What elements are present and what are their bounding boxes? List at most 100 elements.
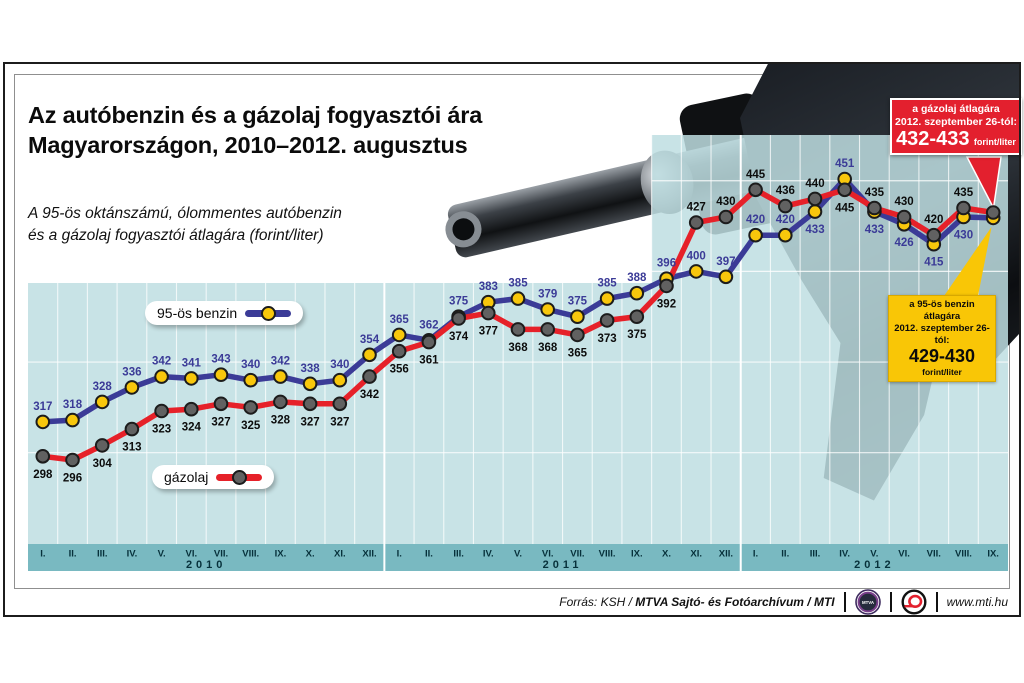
- gazolaj-value-label: 375: [627, 329, 647, 341]
- mti-logo-icon: [901, 589, 927, 615]
- month-label: VIII.: [599, 549, 616, 560]
- diesel-callout-line2: 2012. szeptember 26-tól:: [895, 116, 1017, 128]
- month-label: VII.: [570, 549, 584, 560]
- page-title: Az autóbenzin és a gázolaj fogyasztói ár…: [28, 100, 548, 160]
- gazolaj-data-point: [184, 401, 199, 417]
- source-normal: Forrás: KSH /: [559, 595, 636, 609]
- gazolaj-data-point: [778, 198, 793, 214]
- gazolaj-data-point: [273, 394, 288, 410]
- gazolaj-value-label: 327: [211, 416, 230, 428]
- gazolaj-value-label: 361: [419, 355, 439, 367]
- benzin-data-point: [154, 369, 169, 384]
- benzin-data-point: [778, 227, 793, 243]
- month-label: II.: [425, 549, 433, 560]
- benzin-value-label: 341: [182, 357, 202, 369]
- footer-divider: [935, 592, 938, 612]
- gazolaj-data-point: [926, 227, 942, 243]
- petrol-callout-value-row: 429-430 forint/liter: [890, 347, 994, 378]
- benzin-value-label: 379: [538, 289, 557, 301]
- diesel-price-callout: a gázolaj átlagára 2012. szeptember 26-t…: [890, 98, 1022, 155]
- gazolaj-data-point: [302, 396, 318, 412]
- gazolaj-value-label: 435: [865, 187, 885, 199]
- benzin-value-label: 342: [271, 356, 290, 368]
- month-label: X.: [662, 549, 671, 560]
- benzin-value-label: 433: [865, 224, 884, 236]
- gazolaj-value-label: 342: [360, 389, 379, 401]
- legend-gazolaj: gázolaj: [152, 465, 275, 489]
- gazolaj-data-point: [481, 305, 496, 321]
- gazolaj-data-point: [421, 334, 437, 350]
- gazolaj-data-point: [659, 278, 674, 294]
- source-bold: MTVA Sajtó- és Fotóarchívum / MTI: [635, 595, 835, 609]
- gazolaj-data-point: [124, 421, 140, 437]
- gazolaj-value-label: 324: [182, 422, 202, 434]
- benzin-data-point: [570, 309, 585, 325]
- benzin-value-label: 336: [122, 366, 141, 378]
- benzin-value-label: 397: [716, 256, 735, 268]
- year-label: 2010: [186, 559, 226, 571]
- diesel-callout-value-row: 432-433 forint/liter: [893, 129, 1019, 149]
- benzin-data-point: [65, 412, 80, 428]
- gazolaj-data-point: [243, 400, 258, 415]
- month-label: III.: [453, 549, 464, 560]
- subtitle-line-2: és a gázolaj fogyasztói átlagára (forint…: [28, 227, 324, 244]
- gazolaj-value-label: 430: [895, 196, 914, 208]
- benzin-data-point: [243, 372, 258, 388]
- benzin-data-point: [124, 380, 140, 395]
- month-label: I.: [40, 549, 45, 560]
- month-label: I.: [753, 549, 758, 560]
- website-url: www.mti.hu: [946, 595, 1008, 609]
- month-label: IV.: [483, 549, 494, 560]
- gazolaj-data-point: [213, 396, 229, 412]
- benzin-data-point: [807, 204, 823, 219]
- month-label: II.: [69, 549, 77, 560]
- svg-text:MTVA: MTVA: [862, 600, 875, 605]
- gazolaj-data-point: [391, 343, 407, 359]
- legend-benzin-marker: [261, 305, 277, 321]
- page-subtitle: A 95-ös oktánszámú, ólommentes autóbenzi…: [28, 203, 388, 247]
- month-label: VII.: [927, 549, 941, 560]
- legend-gazolaj-label: gázolaj: [164, 469, 209, 485]
- benzin-data-point: [273, 369, 288, 384]
- gazolaj-data-point: [362, 369, 377, 384]
- gazolaj-value-label: 436: [776, 185, 795, 197]
- benzin-value-label: 383: [479, 281, 498, 293]
- benzin-value-label: 365: [390, 314, 410, 326]
- benzin-data-point: [718, 269, 734, 285]
- benzin-data-point: [302, 376, 318, 392]
- benzin-data-point: [35, 414, 51, 430]
- month-label: III.: [97, 549, 108, 560]
- year-label: 2012: [854, 559, 894, 571]
- legend-benzin-label: 95-ös benzin: [157, 305, 238, 321]
- gazolaj-data-point: [94, 438, 110, 453]
- gazolaj-value-label: 440: [805, 178, 824, 190]
- gazolaj-data-point: [154, 403, 169, 419]
- month-label: IV.: [839, 549, 850, 560]
- gazolaj-data-point: [896, 209, 912, 225]
- legend-gazolaj-line: [216, 469, 263, 485]
- benzin-value-label: 433: [805, 224, 824, 236]
- gazolaj-data-point: [718, 209, 734, 225]
- benzin-value-label: 385: [598, 278, 618, 290]
- benzin-value-label: 338: [301, 363, 321, 375]
- gazolaj-value-label: 365: [568, 347, 588, 359]
- month-label: XI.: [690, 549, 702, 560]
- month-label: II.: [781, 549, 789, 560]
- benzin-data-point: [94, 394, 110, 410]
- benzin-value-label: 396: [657, 258, 676, 270]
- benzin-value-label: 385: [508, 278, 528, 290]
- benzin-data-point: [184, 371, 199, 386]
- gazolaj-data-point: [451, 311, 466, 326]
- benzin-data-point: [599, 291, 615, 306]
- benzin-value-label: 430: [954, 230, 973, 242]
- benzin-value-label: 415: [924, 257, 944, 269]
- benzin-value-label: 375: [568, 296, 588, 308]
- gazolaj-data-point: [510, 322, 526, 337]
- gazolaj-value-label: 323: [152, 424, 171, 436]
- gazolaj-data-point: [956, 200, 971, 216]
- gazolaj-data-point: [688, 215, 704, 230]
- month-label: IV.: [127, 549, 138, 560]
- diesel-callout-line1: a gázolaj átlagára: [912, 103, 1000, 115]
- gazolaj-value-label: 296: [63, 473, 82, 485]
- month-label: VIII.: [955, 549, 972, 560]
